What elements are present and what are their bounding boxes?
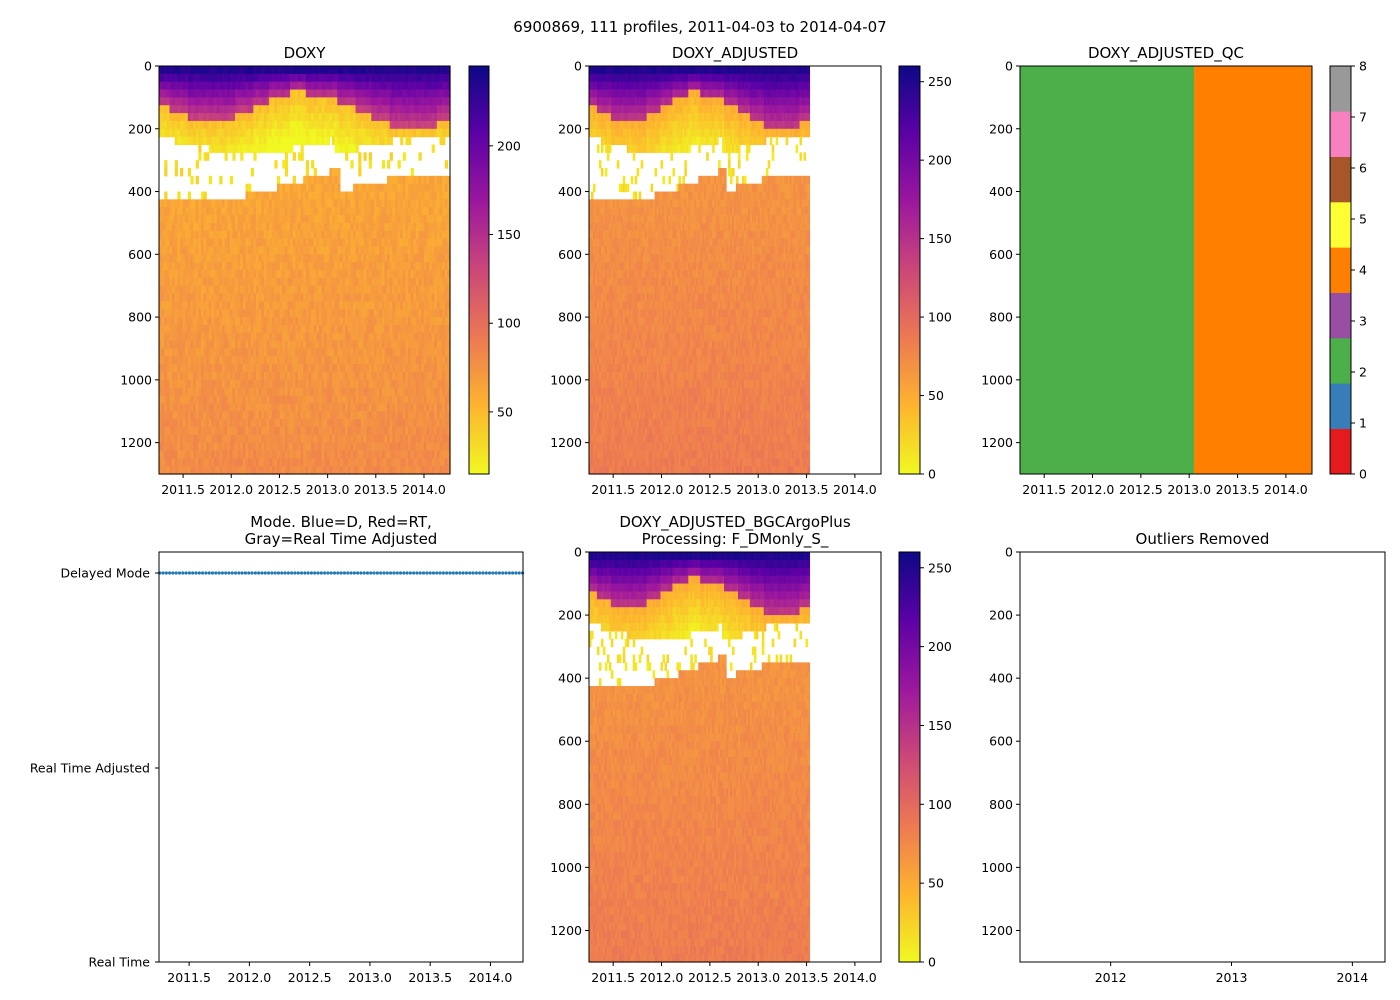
heatmap-cell [274, 160, 277, 168]
heatmap-cell [314, 168, 317, 176]
heatmap-cell [225, 152, 228, 160]
heatmap-cell [190, 176, 193, 184]
heatmap-cell [198, 144, 201, 152]
heatmap-cell [356, 144, 359, 152]
heatmap-cell [369, 152, 372, 160]
heatmap-cell [198, 152, 201, 160]
heatmap-cell [164, 160, 167, 168]
heatmap-cell [306, 160, 309, 168]
heatmap-cell [285, 152, 288, 160]
heatmap-cell [196, 160, 199, 168]
heatmap-cell [337, 176, 340, 184]
heatmap-cell [188, 168, 191, 176]
heatmap-cell [253, 152, 256, 160]
heatmap-cell [337, 168, 340, 176]
heatmap-cell [164, 192, 167, 200]
heatmap-cell [350, 160, 353, 168]
heatmap-cell [175, 168, 178, 176]
heatmap-cell [180, 168, 183, 176]
heatmap-cell [293, 176, 296, 184]
figure-suptitle: 6900869, 111 profiles, 2011-04-03 to 201… [513, 18, 886, 36]
heatmap-cell [363, 152, 366, 160]
heatmap-cell [230, 176, 233, 184]
heatmap-cell [240, 152, 243, 160]
heatmap-cell [188, 192, 191, 200]
heatmap-cell [175, 160, 178, 168]
heatmap-cell [290, 144, 293, 152]
heatmap-cell [293, 152, 296, 160]
heatmap-cell [164, 168, 167, 176]
heatmap-cell [358, 160, 361, 168]
heatmap-cell [248, 184, 251, 192]
heatmap-cell [369, 160, 372, 168]
heatmap-cell [219, 176, 222, 184]
heatmap-cell [277, 176, 280, 184]
heatmap-cells [159, 66, 451, 475]
heatmap-cell [358, 168, 361, 176]
heatmap-cell [251, 168, 254, 176]
heatmap-cell [196, 176, 199, 184]
heatmap-cell [301, 144, 304, 152]
heatmap-cell [206, 152, 209, 160]
figure: 6900869, 111 profiles, 2011-04-03 to 201… [0, 0, 1400, 1000]
heatmap-cell [337, 184, 340, 192]
heatmap-cell [358, 152, 361, 160]
heatmap-cell [327, 137, 330, 145]
heatmap-cell [177, 192, 180, 200]
heatmap-cell [345, 152, 348, 160]
heatmap-cell [301, 152, 304, 160]
heatmap-cell [306, 168, 309, 176]
heatmap-cell [232, 152, 235, 160]
heatmap-cell [209, 176, 212, 184]
heatmap-cell [285, 160, 288, 168]
heatmap-cell [285, 168, 288, 176]
heatmap-cell [204, 192, 207, 200]
heatmap-cell [311, 160, 314, 168]
